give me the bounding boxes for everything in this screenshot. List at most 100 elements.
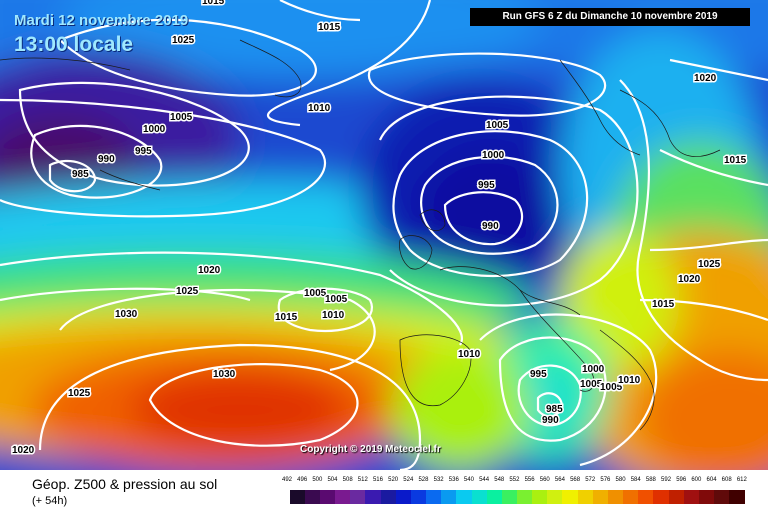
pressure-labels: 1015 1025 1015 1010 1005 1000 995 990 98…	[11, 0, 749, 458]
pressure-label: 1010	[618, 375, 641, 386]
run-info: Run GFS 6 Z du Dimanche 10 novembre 2019	[470, 8, 750, 26]
scale-tick-label: 500	[312, 477, 323, 483]
scale-swatch	[289, 490, 306, 504]
scale-swatch	[410, 490, 427, 504]
scale-swatch	[335, 490, 351, 504]
scale-tick-label: 592	[661, 477, 672, 483]
scale-tick-label: 560	[539, 477, 550, 483]
scale-tick-label: 528	[418, 477, 429, 483]
scale-tick-label: 612	[736, 477, 747, 483]
scale-tick-label: 600	[691, 477, 702, 483]
scale-tick-label: 532	[433, 477, 444, 483]
pressure-label: 1015	[652, 299, 675, 310]
pressure-label: 1005	[600, 382, 623, 393]
scale-tick-label: 588	[645, 477, 656, 483]
scale-swatch	[380, 490, 397, 504]
pressure-label: 990	[542, 415, 559, 426]
pressure-label: 1000	[582, 364, 605, 375]
pressure-label: 1020	[678, 274, 701, 285]
coastlines	[0, 39, 721, 431]
isobars	[0, 0, 768, 470]
scale-swatch	[714, 490, 730, 504]
scale-tick-label: 516	[372, 477, 383, 483]
scale-swatch	[668, 490, 685, 504]
pressure-label: 1015	[318, 22, 341, 33]
pressure-label: 1005	[170, 112, 193, 123]
copyright: Copyright © 2019 Meteociel.fr	[300, 444, 441, 455]
scale-swatch	[319, 490, 336, 504]
scale-tick-label: 556	[524, 477, 535, 483]
pressure-label: 1010	[322, 310, 345, 321]
pressure-label: 1025	[698, 259, 721, 270]
pressure-label: 1025	[68, 388, 91, 399]
scale-swatch	[456, 490, 472, 504]
scale-tick-label: 608	[721, 477, 732, 483]
scale-tick-label: 552	[509, 477, 520, 483]
pressure-label: 995	[478, 180, 495, 191]
scale-tick-label: 580	[615, 477, 626, 483]
map-svg: 1015 1025 1015 1010 1005 1000 995 990 98…	[0, 0, 768, 470]
scale-tick-label: 604	[706, 477, 717, 483]
pressure-label: 1005	[304, 288, 327, 299]
scale-tick-label: 504	[327, 477, 338, 483]
scale-tick-label: 536	[448, 477, 459, 483]
pressure-label: 995	[530, 369, 547, 380]
scale-swatch	[365, 490, 382, 504]
scale-tick-label: 512	[357, 477, 368, 483]
scale-tick-label: 524	[403, 477, 414, 483]
chart-title: Géop. Z500 & pression au sol	[32, 476, 218, 492]
pressure-label: 1005	[486, 120, 509, 131]
scale-tick-label: 596	[676, 477, 687, 483]
scale-swatch	[350, 490, 366, 504]
scale-tick-label: 520	[388, 477, 399, 483]
pressure-label: 1010	[458, 349, 481, 360]
pressure-label: 1015	[724, 155, 747, 166]
scale-swatch	[547, 490, 563, 504]
weather-map: 1015 1025 1015 1010 1005 1000 995 990 98…	[0, 0, 768, 470]
scale-swatch	[426, 490, 442, 504]
pressure-label: 1000	[482, 150, 505, 161]
scale-swatch	[562, 490, 579, 504]
pressure-label: 1020	[198, 265, 221, 276]
scale-swatch	[501, 490, 518, 504]
scale-swatch	[395, 490, 412, 504]
scale-swatch	[698, 490, 715, 504]
pressure-label: 995	[135, 146, 152, 157]
pressure-label: 1020	[12, 445, 35, 456]
scale-swatch	[304, 490, 321, 504]
pressure-label: 1030	[213, 369, 236, 380]
pressure-label: 1010	[308, 103, 331, 114]
scale-swatch	[653, 490, 670, 504]
pressure-label: 985	[72, 169, 89, 180]
pressure-label: 990	[482, 221, 499, 232]
scale-tick-label: 572	[585, 477, 596, 483]
pressure-label: 1005	[325, 294, 348, 305]
scale-tick-label: 492	[282, 477, 293, 483]
scale-swatch	[441, 490, 457, 504]
scale-tick-label: 584	[630, 477, 641, 483]
scale-swatch	[532, 490, 548, 504]
pressure-label: 985	[546, 404, 563, 415]
scale-swatch	[577, 490, 594, 504]
scale-swatch	[471, 490, 488, 504]
forecast-date: Mardi 12 novembre 2019	[14, 12, 189, 29]
scale-tick-label: 508	[342, 477, 353, 483]
scale-swatch	[729, 490, 745, 504]
scale-tick-label: 540	[463, 477, 474, 483]
scale-tick-label: 568	[570, 477, 581, 483]
pressure-label: 1000	[143, 124, 166, 135]
scale-swatch	[683, 490, 700, 504]
forecast-local-time: 13:00 locale	[14, 33, 134, 56]
pressure-label: 1030	[115, 309, 138, 320]
pressure-label: 1020	[694, 73, 717, 84]
pressure-label: 1025	[176, 286, 199, 297]
scale-tick-label: 548	[494, 477, 505, 483]
chart-subtitle: (+ 54h)	[32, 495, 68, 507]
pressure-label: 1015	[202, 0, 225, 7]
color-scale: 492 496 500 504 508 512 516 520 524 528 532 536 540 5…	[282, 476, 752, 506]
scale-swatch	[623, 490, 639, 504]
pressure-label: 1015	[275, 312, 298, 323]
pressure-label: 1025	[172, 35, 195, 46]
scale-swatch	[592, 490, 609, 504]
